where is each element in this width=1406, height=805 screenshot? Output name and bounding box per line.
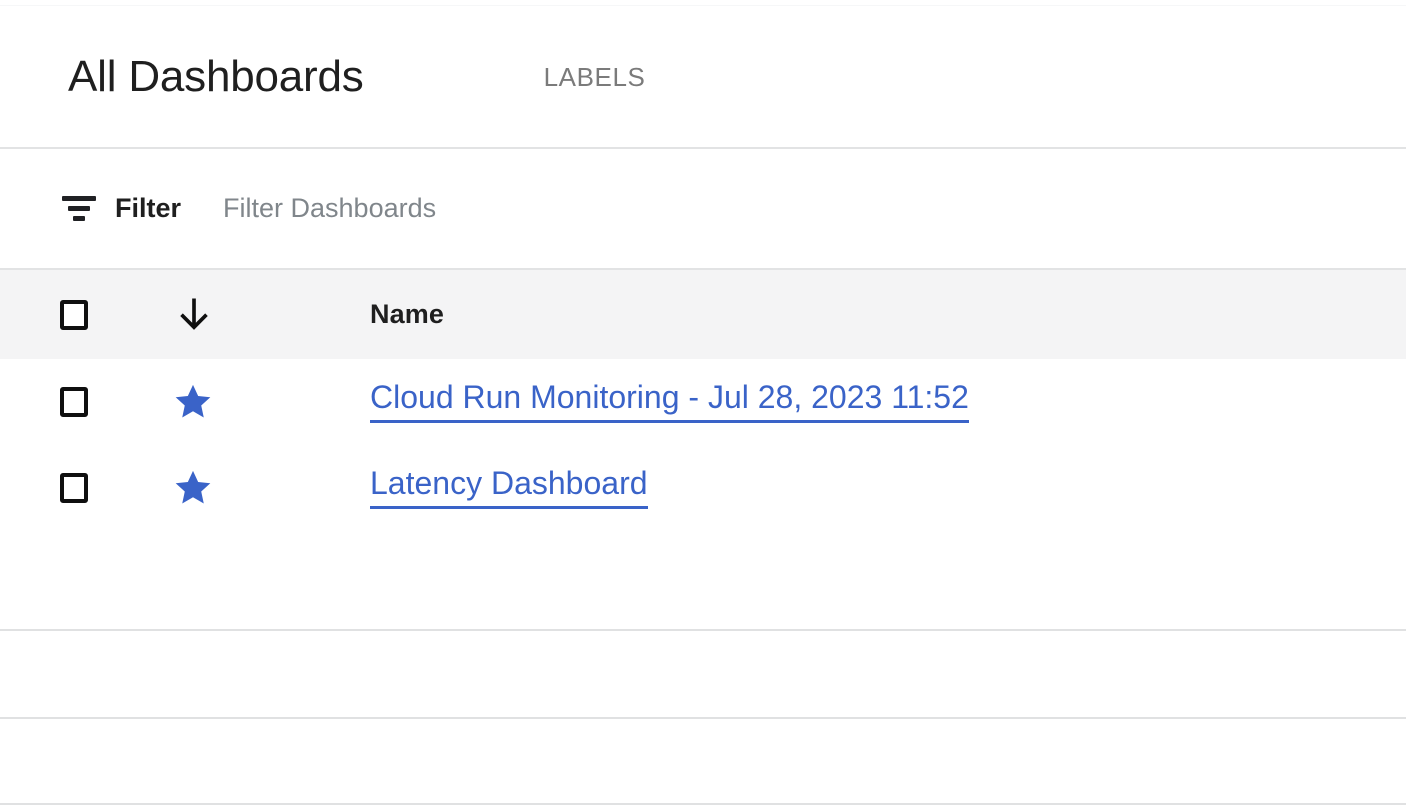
filter-list-icon[interactable]: [62, 194, 96, 224]
name-column-cell: Name: [280, 301, 1406, 328]
top-hairline: [0, 5, 1406, 6]
row-star-cell: [150, 467, 280, 509]
row-name-cell: Cloud Run Monitoring - Jul 28, 2023 11:5…: [280, 381, 1406, 423]
row-select-cell: [0, 473, 150, 503]
column-header-name[interactable]: Name: [370, 299, 444, 329]
dashboard-link[interactable]: Latency Dashboard: [370, 467, 648, 509]
row-divider-1: [0, 717, 1406, 719]
row-checkbox[interactable]: [60, 473, 88, 503]
table-row[interactable]: Cloud Run Monitoring - Jul 28, 2023 11:5…: [0, 359, 1406, 445]
row-select-cell: [0, 387, 150, 417]
select-all-checkbox[interactable]: [60, 299, 88, 330]
table-header-row: Name: [0, 270, 1406, 359]
filter-input[interactable]: Filter Dashboards: [223, 193, 437, 223]
star-filled-icon[interactable]: [172, 381, 214, 423]
tab-labels[interactable]: LABELS: [543, 62, 646, 92]
star-filled-icon[interactable]: [172, 467, 214, 509]
table-row[interactable]: Latency Dashboard: [0, 445, 1406, 531]
sort-cell: [150, 293, 280, 337]
row-name-cell: Latency Dashboard: [280, 467, 1406, 509]
row-star-cell: [150, 381, 280, 423]
filter-label: Filter: [115, 193, 182, 223]
filter-divider: [0, 268, 1406, 270]
dashboards-table: Name Cloud Run Monitoring - Jul 28, 2023…: [0, 270, 1406, 805]
page-title: All Dashboards: [68, 52, 364, 101]
dashboards-list-page: All Dashboards LABELS Filter Filter Dash…: [0, 5, 1406, 805]
table-header-divider: [0, 629, 1406, 631]
filter-bar: Filter Filter Dashboards: [0, 149, 1406, 268]
dashboard-link[interactable]: Cloud Run Monitoring - Jul 28, 2023 11:5…: [370, 381, 969, 423]
row-checkbox[interactable]: [60, 387, 88, 417]
header-divider: [0, 147, 1406, 149]
select-all-cell: [0, 299, 150, 330]
page-header: All Dashboards LABELS: [0, 6, 1406, 148]
arrow-downward-icon[interactable]: [172, 293, 216, 337]
